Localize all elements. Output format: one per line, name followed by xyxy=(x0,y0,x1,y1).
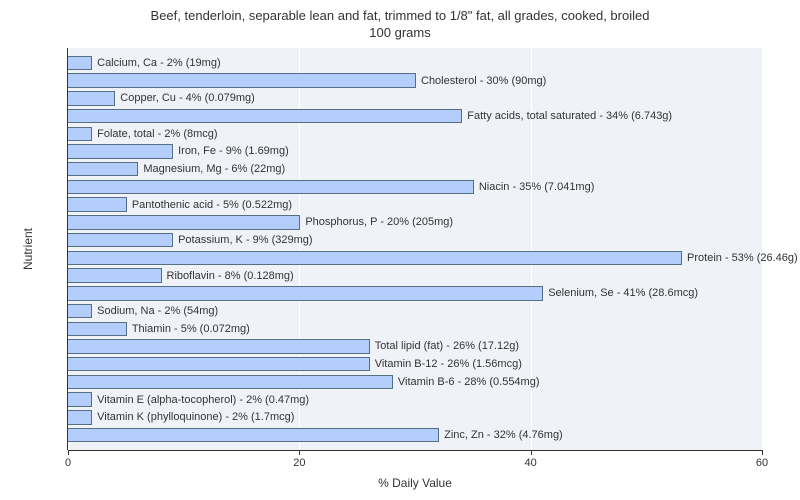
x-tick xyxy=(68,450,69,455)
bar-label: Iron, Fe - 9% (1.69mg) xyxy=(178,145,289,157)
bar-row: Calcium, Ca - 2% (19mg) xyxy=(68,56,762,71)
bar xyxy=(68,109,462,124)
bar-row: Zinc, Zn - 32% (4.76mg) xyxy=(68,428,762,443)
bar-row: Vitamin E (alpha-tocopherol) - 2% (0.47m… xyxy=(68,392,762,407)
bar xyxy=(68,375,393,390)
bar xyxy=(68,127,92,142)
x-axis-title: % Daily Value xyxy=(378,476,452,490)
bar-row: Total lipid (fat) - 26% (17.12g) xyxy=(68,339,762,354)
bar xyxy=(68,357,370,372)
bar-label: Selenium, Se - 41% (28.6mcg) xyxy=(548,287,698,299)
bar-row: Folate, total - 2% (8mcg) xyxy=(68,127,762,142)
bar-row: Pantothenic acid - 5% (0.522mg) xyxy=(68,197,762,212)
bar xyxy=(68,268,162,283)
bar xyxy=(68,197,127,212)
y-axis-title: Nutrient xyxy=(21,228,35,270)
bar-row: Vitamin B-12 - 26% (1.56mcg) xyxy=(68,357,762,372)
bar-label: Folate, total - 2% (8mcg) xyxy=(97,128,217,140)
bar xyxy=(68,91,115,106)
bar-row: Vitamin B-6 - 28% (0.554mg) xyxy=(68,375,762,390)
bar-row: Thiamin - 5% (0.072mg) xyxy=(68,322,762,337)
bar-row: Riboflavin - 8% (0.128mg) xyxy=(68,268,762,283)
x-tick-label: 40 xyxy=(525,457,537,469)
bar-label: Sodium, Na - 2% (54mg) xyxy=(97,305,218,317)
bar-row: Copper, Cu - 4% (0.079mg) xyxy=(68,91,762,106)
bar-label: Vitamin K (phylloquinone) - 2% (1.7mcg) xyxy=(97,411,294,423)
bar-row: Cholesterol - 30% (90mg) xyxy=(68,73,762,88)
bar xyxy=(68,215,300,230)
bar xyxy=(68,304,92,319)
bar-label: Phosphorus, P - 20% (205mg) xyxy=(305,216,453,228)
y-axis-line xyxy=(67,48,68,450)
bar-label: Copper, Cu - 4% (0.079mg) xyxy=(120,92,255,104)
chart-title: Beef, tenderloin, separable lean and fat… xyxy=(0,8,800,42)
chart-title-line2: 100 grams xyxy=(369,25,430,40)
bar xyxy=(68,162,138,177)
x-tick-label: 0 xyxy=(65,457,71,469)
bar xyxy=(68,251,682,266)
bar-label: Protein - 53% (26.46g) xyxy=(687,252,798,264)
bar-label: Zinc, Zn - 32% (4.76mg) xyxy=(444,429,563,441)
bar-row: Sodium, Na - 2% (54mg) xyxy=(68,304,762,319)
bar-label: Cholesterol - 30% (90mg) xyxy=(421,75,546,87)
bar-row: Phosphorus, P - 20% (205mg) xyxy=(68,215,762,230)
chart-title-line1: Beef, tenderloin, separable lean and fat… xyxy=(151,8,650,23)
bar xyxy=(68,180,474,195)
bar xyxy=(68,286,543,301)
bar-row: Fatty acids, total saturated - 34% (6.74… xyxy=(68,109,762,124)
bar-row: Magnesium, Mg - 6% (22mg) xyxy=(68,162,762,177)
bar-label: Niacin - 35% (7.041mg) xyxy=(479,181,595,193)
bar xyxy=(68,339,370,354)
bar-label: Pantothenic acid - 5% (0.522mg) xyxy=(132,199,292,211)
x-tick-label: 60 xyxy=(756,457,768,469)
bar xyxy=(68,322,127,337)
bar-label: Vitamin B-12 - 26% (1.56mcg) xyxy=(375,358,522,370)
bar-row: Protein - 53% (26.46g) xyxy=(68,251,762,266)
bar-label: Thiamin - 5% (0.072mg) xyxy=(132,323,250,335)
bar-label: Potassium, K - 9% (329mg) xyxy=(178,234,313,246)
bar xyxy=(68,410,92,425)
bar-label: Vitamin E (alpha-tocopherol) - 2% (0.47m… xyxy=(97,394,309,406)
x-tick-label: 20 xyxy=(293,457,305,469)
bar-row: Selenium, Se - 41% (28.6mcg) xyxy=(68,286,762,301)
bar-label: Fatty acids, total saturated - 34% (6.74… xyxy=(467,110,672,122)
bar xyxy=(68,392,92,407)
bar-row: Vitamin K (phylloquinone) - 2% (1.7mcg) xyxy=(68,410,762,425)
x-tick xyxy=(299,450,300,455)
x-axis-line xyxy=(68,450,762,451)
bar-label: Magnesium, Mg - 6% (22mg) xyxy=(143,163,285,175)
bar-label: Vitamin B-6 - 28% (0.554mg) xyxy=(398,376,540,388)
bar-row: Niacin - 35% (7.041mg) xyxy=(68,180,762,195)
bar xyxy=(68,73,416,88)
bar-label: Riboflavin - 8% (0.128mg) xyxy=(167,270,294,282)
nutrient-chart: Beef, tenderloin, separable lean and fat… xyxy=(0,0,800,500)
bar xyxy=(68,56,92,71)
bar xyxy=(68,233,173,248)
bar xyxy=(68,428,439,443)
bar-row: Potassium, K - 9% (329mg) xyxy=(68,233,762,248)
bar-label: Calcium, Ca - 2% (19mg) xyxy=(97,57,220,69)
bar-label: Total lipid (fat) - 26% (17.12g) xyxy=(375,340,519,352)
plot-area: Calcium, Ca - 2% (19mg) Cholesterol - 30%… xyxy=(68,48,762,450)
x-tick xyxy=(531,450,532,455)
bar xyxy=(68,144,173,159)
x-tick xyxy=(762,450,763,455)
gridline xyxy=(762,48,763,450)
bar-row: Iron, Fe - 9% (1.69mg) xyxy=(68,144,762,159)
